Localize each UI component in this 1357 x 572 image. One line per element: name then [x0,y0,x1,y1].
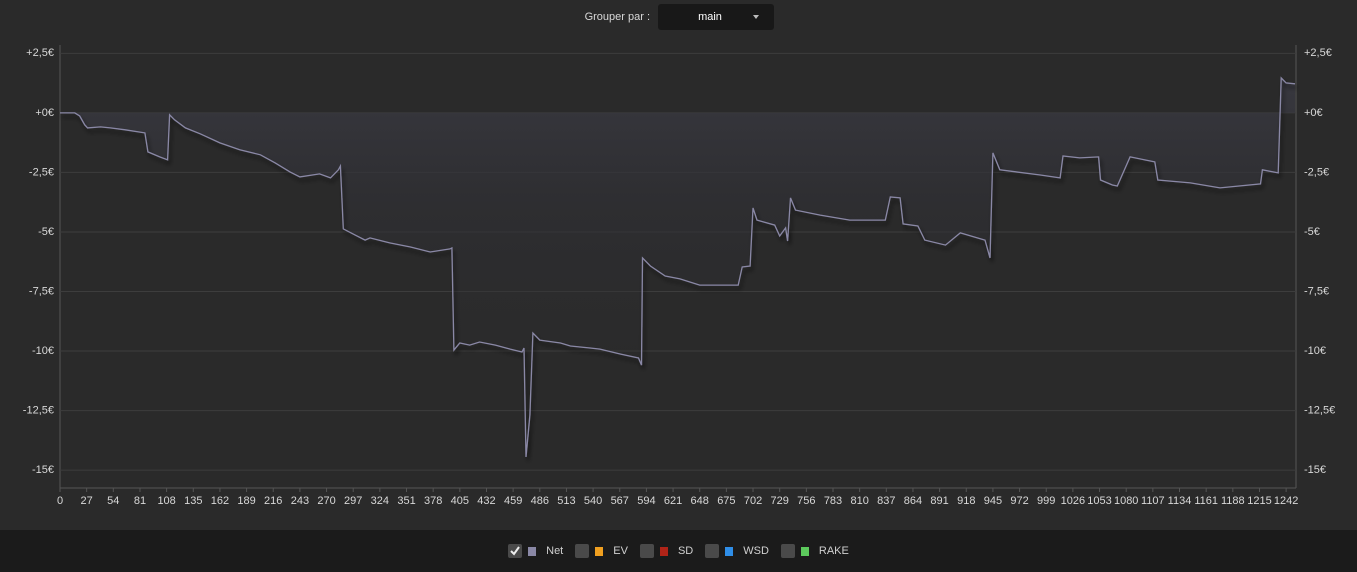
x-tick-label: 621 [664,495,682,507]
legend-label: RAKE [818,545,849,557]
x-tick-label: 1134 [1168,495,1192,507]
y-tick-label-right: -10€ [1304,345,1326,357]
y-tick-label: -10€ [32,345,54,357]
x-tick-label: 675 [717,495,735,507]
line [60,76,1296,458]
x-tick-label: 216 [264,495,282,507]
x-tick-label: 324 [371,495,389,507]
legend-label: Net [546,545,564,557]
x-tick-label: 54 [107,495,119,507]
x-tick-label: 648 [691,495,709,507]
x-tick-label: 1080 [1114,495,1138,507]
legend: Net EV SD WSD RAKE [0,530,1357,572]
x-tick-label: 837 [877,495,895,507]
legend-checkbox[interactable] [639,544,654,558]
group-by-dropdown[interactable] [658,4,774,30]
legend-checkbox[interactable] [575,544,590,558]
legend-item[interactable]: EV [575,544,628,558]
x-tick-label: 297 [344,495,362,507]
x-tick-label: 459 [504,495,522,507]
x-tick-label: 1242 [1274,495,1298,507]
x-tick-label: 972 [1010,495,1028,507]
dropdown-arrow [753,15,759,19]
y-tick-label-right: -7,5€ [1304,285,1329,297]
x-tick-label: 999 [1037,495,1055,507]
x-tick-label: 351 [397,495,415,507]
y-tick-label-right: -12,5€ [1304,405,1335,417]
x-tick-label: 81 [134,495,146,507]
legend-label: EV [613,545,628,557]
group-by-value: main [698,11,722,23]
y-tick-label: -15€ [32,464,54,476]
x-tick-label: 1215 [1247,495,1271,507]
x-tick-label: 189 [237,495,255,507]
legend-item[interactable]: SD [639,544,694,558]
x-tick-label: 756 [797,495,815,507]
legend-swatch [659,546,668,556]
y-tick-label-right: -15€ [1304,464,1326,476]
x-tick-label: 270 [317,495,335,507]
legend-swatch [528,546,537,556]
x-tick-label: 243 [291,495,309,507]
x-tick-label: 513 [557,495,575,507]
x-tick-label: 1053 [1087,495,1111,507]
legend-swatch [800,546,809,556]
legend-item[interactable]: RAKE [780,544,849,558]
x-tick-label: 1026 [1061,495,1085,507]
y-tick-label-right: -5€ [1304,226,1320,238]
y-tick-label: -12,5€ [23,405,54,417]
legend-checkbox[interactable] [508,544,523,558]
y-tick-label: -7,5€ [29,285,54,297]
area [60,77,1296,458]
x-tick-label: 1161 [1194,495,1218,507]
legend-label: WSD [743,545,769,557]
legend-swatch [725,546,734,556]
x-tick-label: 918 [957,495,975,507]
y-tick-label-right: +2,5€ [1304,47,1332,59]
y-tick-label-right: +0€ [1304,107,1323,119]
chart: Grouper par : main +2,5€ +2,5€ +0€ +0€ -2,5€… [23,4,1335,507]
y-tick-label: -5€ [38,226,54,238]
x-tick-label: 135 [184,495,202,507]
x-tick-label: 378 [424,495,442,507]
x-tick-label: 486 [531,495,549,507]
x-tick-label: 729 [771,495,789,507]
x-tick-label: 594 [637,495,655,507]
x-tick-label: 108 [157,495,175,507]
group-by-label: Grouper par : [585,11,650,23]
x-tick-label: 702 [744,495,762,507]
x-tick-label: 783 [824,495,842,507]
x-tick-label: 1188 [1221,495,1245,507]
x-tick-label: 540 [584,495,602,507]
y-tick-label: -2,5€ [29,166,54,178]
check-icon [510,546,520,556]
legend-label: SD [677,545,694,557]
legend-item[interactable]: Net [508,544,563,558]
x-tick-label: 0 [57,495,63,507]
x-tick-label: 162 [211,495,229,507]
legend-swatch [595,546,604,556]
legend-checkbox[interactable] [780,544,795,558]
x-tick-label: 1107 [1141,495,1165,507]
x-tick-label: 810 [850,495,868,507]
x-tick-label: 864 [904,495,922,507]
y-tick-label: +0€ [35,107,54,119]
legend-item[interactable]: WSD [705,544,769,558]
legend-checkbox[interactable] [705,544,720,558]
x-tick-label: 405 [451,495,469,507]
x-tick-label: 945 [984,495,1002,507]
x-tick-label: 891 [930,495,948,507]
y-tick-label-right: -2,5€ [1304,166,1329,178]
y-tick-label: +2,5€ [26,47,54,59]
x-tick-label: 567 [611,495,629,507]
x-tick-label: 27 [81,495,93,507]
x-tick-label: 432 [477,495,495,507]
